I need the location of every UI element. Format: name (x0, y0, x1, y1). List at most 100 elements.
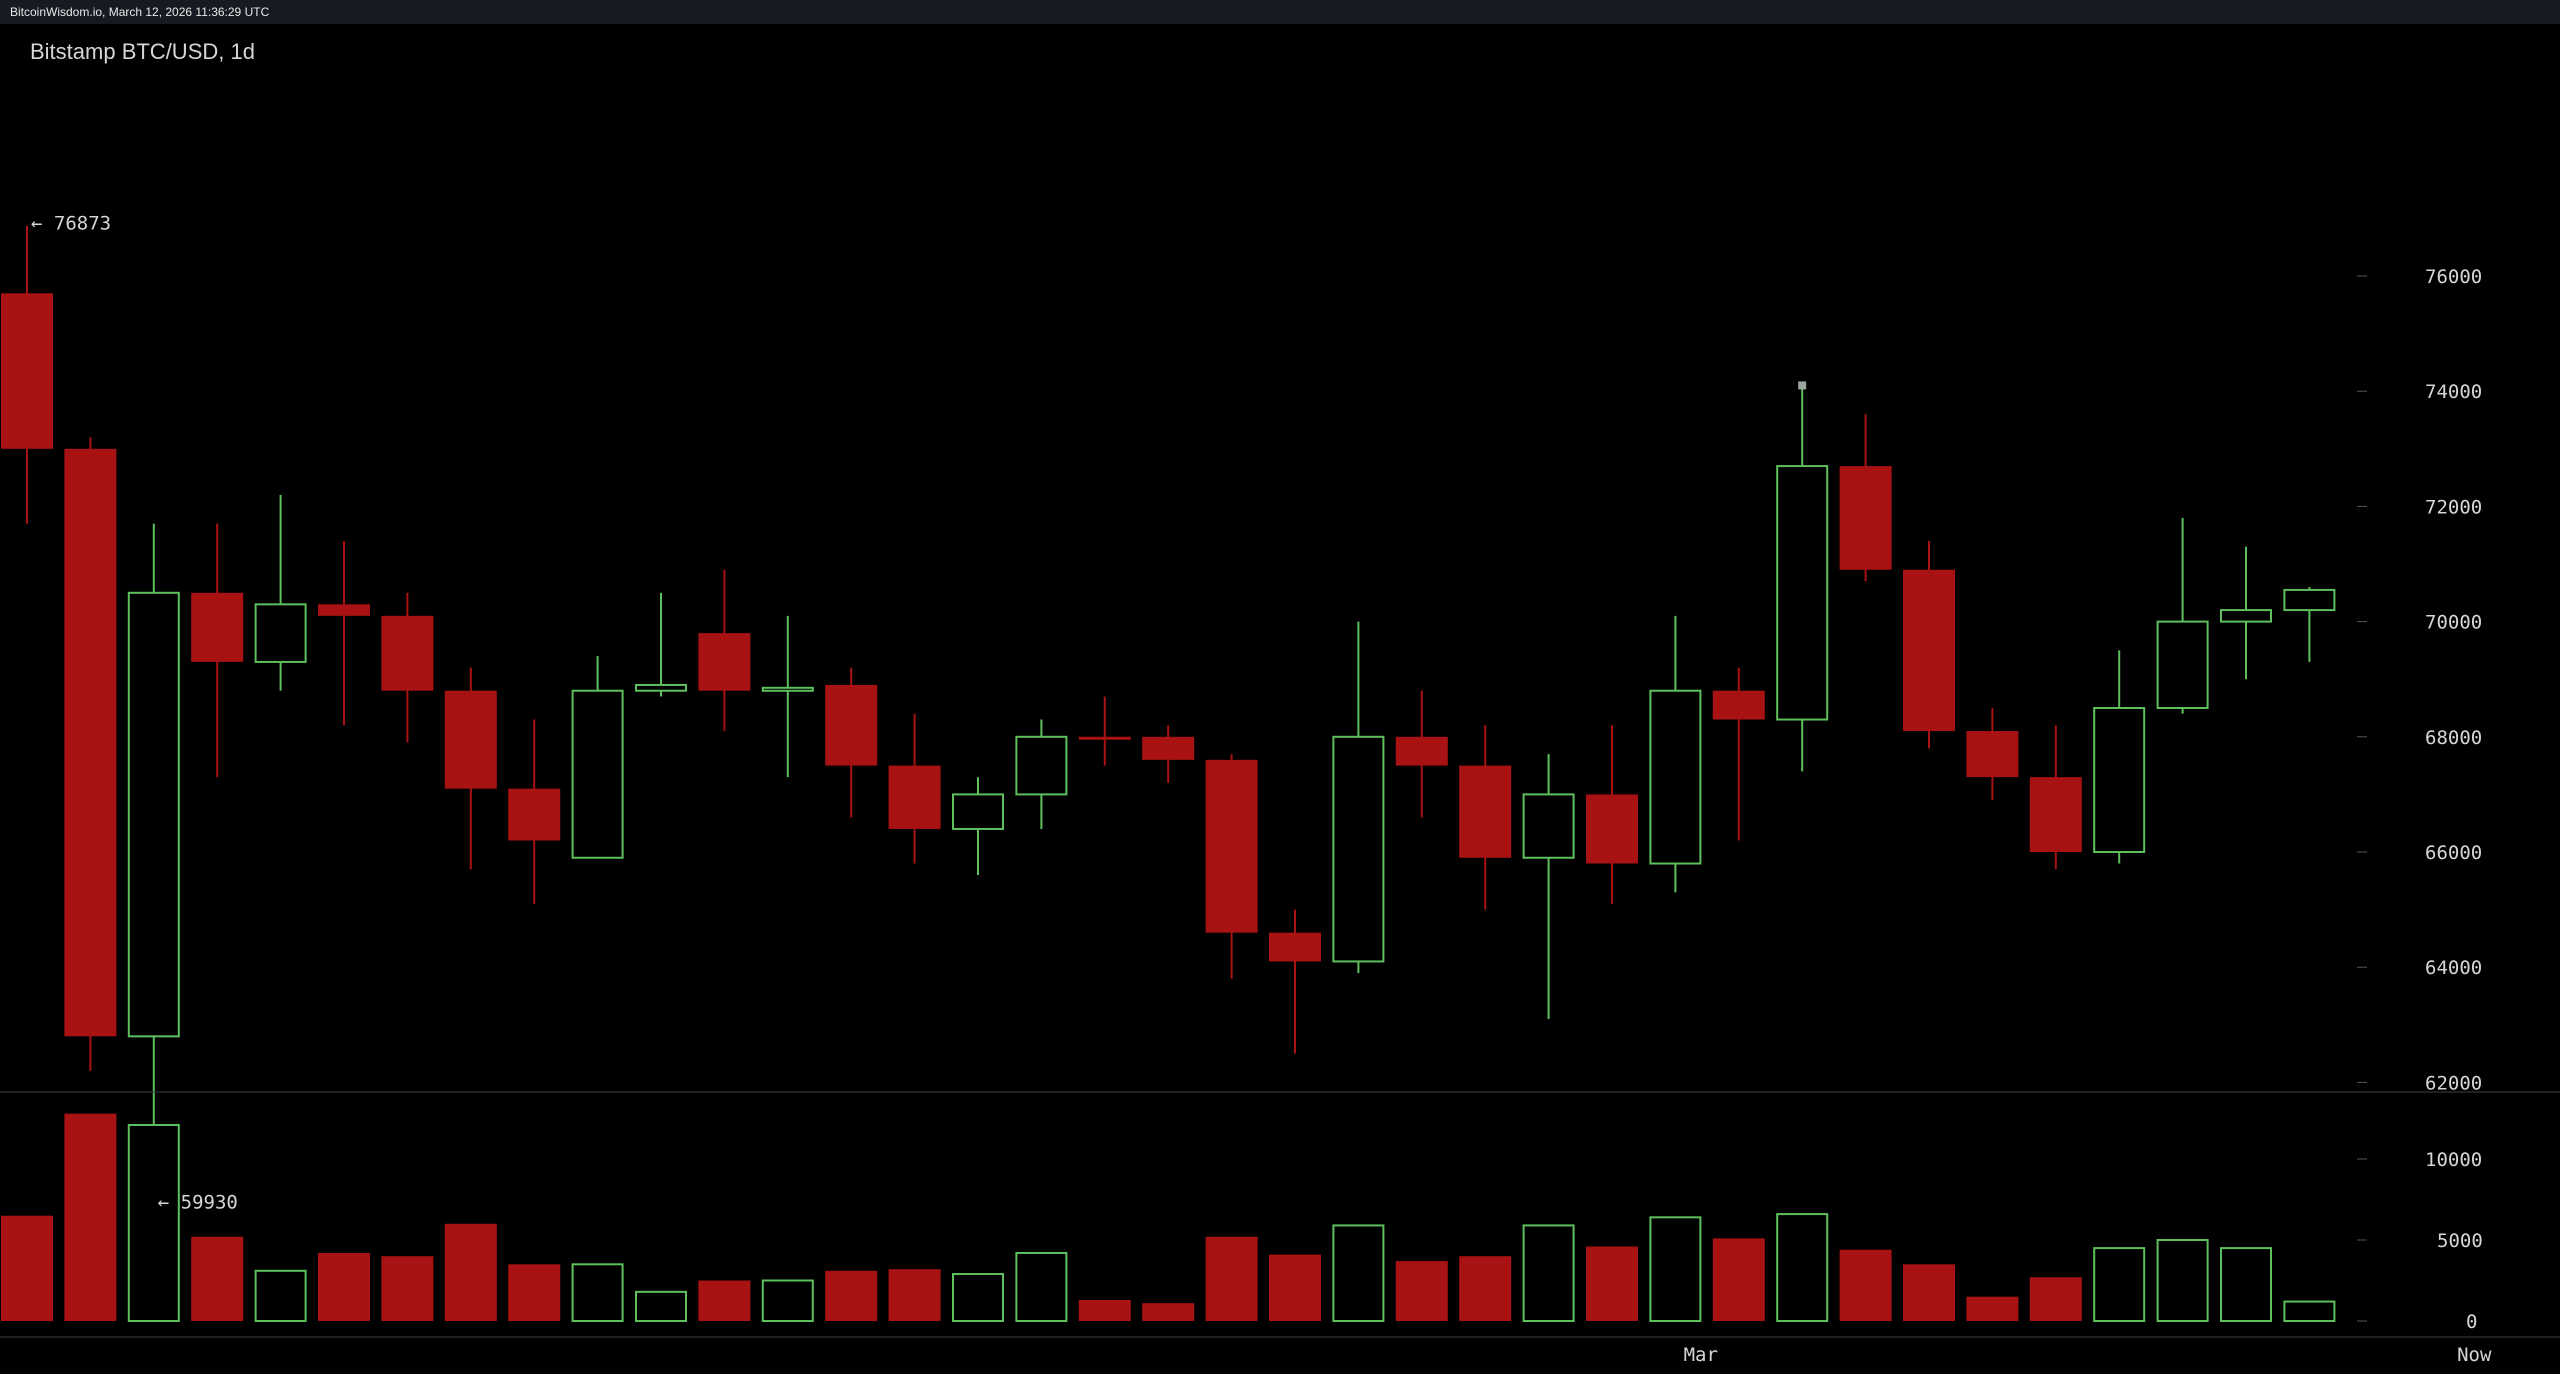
candle-body (1269, 932, 1321, 962)
candles-layer (1, 225, 2336, 1202)
volume-bar (1078, 1299, 1131, 1321)
price-tick-label: 70000 (2425, 612, 2482, 634)
candle-body (888, 765, 941, 829)
candle-body (1, 293, 53, 449)
volume-bar (1586, 1246, 1638, 1321)
candle-body (1522, 793, 1575, 859)
candle-body (1459, 765, 1512, 858)
volume-bar (2220, 1247, 2272, 1322)
volume-bar (508, 1264, 561, 1321)
volume-tick-label: 10000 (2425, 1149, 2482, 1171)
candle-body (444, 690, 497, 789)
candle-body (1205, 759, 1258, 933)
volume-tick-label: 5000 (2437, 1230, 2483, 1252)
wick-high-dot (1798, 381, 1807, 390)
volume-bar (635, 1290, 687, 1322)
volume-bar (825, 1270, 878, 1321)
volume-bar (444, 1223, 497, 1321)
volume-bar (1395, 1261, 1448, 1321)
volume-bar (64, 1113, 117, 1321)
price-tick-label: 72000 (2425, 496, 2482, 518)
volume-bar (254, 1269, 307, 1323)
extreme-markers: ← 76873 ← 59930 (31, 213, 1807, 1214)
candle-body (2283, 588, 2336, 612)
volume-bar (1839, 1249, 1892, 1321)
candle-body (2093, 707, 2146, 853)
candle-body (2220, 609, 2272, 623)
candle-body (1649, 689, 1702, 865)
candle-body (64, 448, 117, 1037)
candle-body (1015, 735, 1068, 796)
status-text: BitcoinWisdom.io, March 12, 2026 11:36:2… (10, 5, 270, 19)
volume-bar (1903, 1264, 1955, 1321)
candle-body (1332, 735, 1385, 963)
volume-bar (1205, 1236, 1258, 1321)
volume-bar (191, 1236, 244, 1321)
time-axis-label: Mar (1684, 1344, 1718, 1366)
high-price-marker: ← 76873 (31, 213, 111, 235)
volume-bar (1522, 1224, 1575, 1323)
chart-title: Bitstamp BTC/USD, 1d (30, 39, 255, 64)
low-price-marker: ← 59930 (158, 1192, 238, 1214)
volume-bar (1776, 1213, 1829, 1322)
volume-bar (1649, 1216, 1702, 1322)
volume-bar (2029, 1277, 2082, 1321)
candle-body (825, 684, 878, 766)
price-tick-label: 64000 (2425, 957, 2482, 979)
volume-bar (698, 1280, 751, 1321)
volume-bar (1, 1215, 53, 1321)
candlestick-chart[interactable]: Bitstamp BTC/USD, 1d 62000 64000 66000 6800… (0, 24, 2560, 1374)
candle-body (1586, 794, 1638, 864)
candle-body (381, 615, 434, 691)
price-tick-label: 68000 (2425, 727, 2482, 749)
price-tick-label: 62000 (2425, 1072, 2482, 1094)
volume-bar (318, 1252, 370, 1321)
volume-bar (1332, 1224, 1385, 1323)
volume-bar (888, 1269, 941, 1321)
candle-body (1395, 736, 1448, 766)
volume-bar (1459, 1256, 1512, 1321)
volume-tick-label: 0 (2466, 1311, 2477, 1333)
candle-body (254, 603, 307, 663)
candle-body (761, 686, 814, 692)
volume-bar (381, 1256, 434, 1321)
volume-bar (1015, 1251, 1068, 1322)
candle-body (1903, 569, 1955, 732)
candle-body (508, 788, 561, 841)
candle-body (1966, 731, 2019, 778)
volume-bar (1712, 1238, 1765, 1321)
candle-body (191, 592, 244, 662)
candle-body (698, 633, 751, 691)
candle-body (952, 793, 1004, 830)
candle-body (2029, 777, 2082, 852)
volume-bar (1966, 1296, 2019, 1321)
volume-bar (2283, 1300, 2336, 1323)
candle-body (127, 591, 180, 1038)
volume-bars-layer (1, 1113, 2336, 1323)
volume-bar (2156, 1239, 2209, 1322)
candle-body (571, 689, 624, 859)
volume-bar (761, 1279, 814, 1322)
candle-body (318, 604, 370, 616)
time-axis-label: Now (2457, 1344, 2492, 1366)
price-axis: 62000 64000 66000 68000 70000 72000 74000 76000 (2357, 266, 2482, 1094)
volume-bar (571, 1263, 624, 1323)
candle-body (1078, 736, 1131, 740)
price-tick-label: 74000 (2425, 381, 2482, 403)
price-tick-label: 66000 (2425, 842, 2482, 864)
price-tick-label: 76000 (2425, 266, 2482, 288)
volume-bar (2093, 1247, 2146, 1322)
candle-body (1142, 736, 1195, 760)
time-axis: Mar Now (1684, 1344, 2492, 1366)
volume-bar (127, 1123, 180, 1322)
candle-body (1776, 465, 1829, 721)
candle-body (635, 683, 687, 692)
chart-background (0, 24, 2560, 1374)
volume-bar (952, 1273, 1004, 1323)
top-status-bar: BitcoinWisdom.io, March 12, 2026 11:36:2… (0, 0, 2560, 24)
volume-axis: 0 5000 10000 (2357, 1149, 2483, 1333)
volume-bar (1269, 1254, 1321, 1321)
candle-body (1712, 690, 1765, 720)
candle-body (1839, 466, 1892, 570)
candle-body (2156, 620, 2209, 709)
